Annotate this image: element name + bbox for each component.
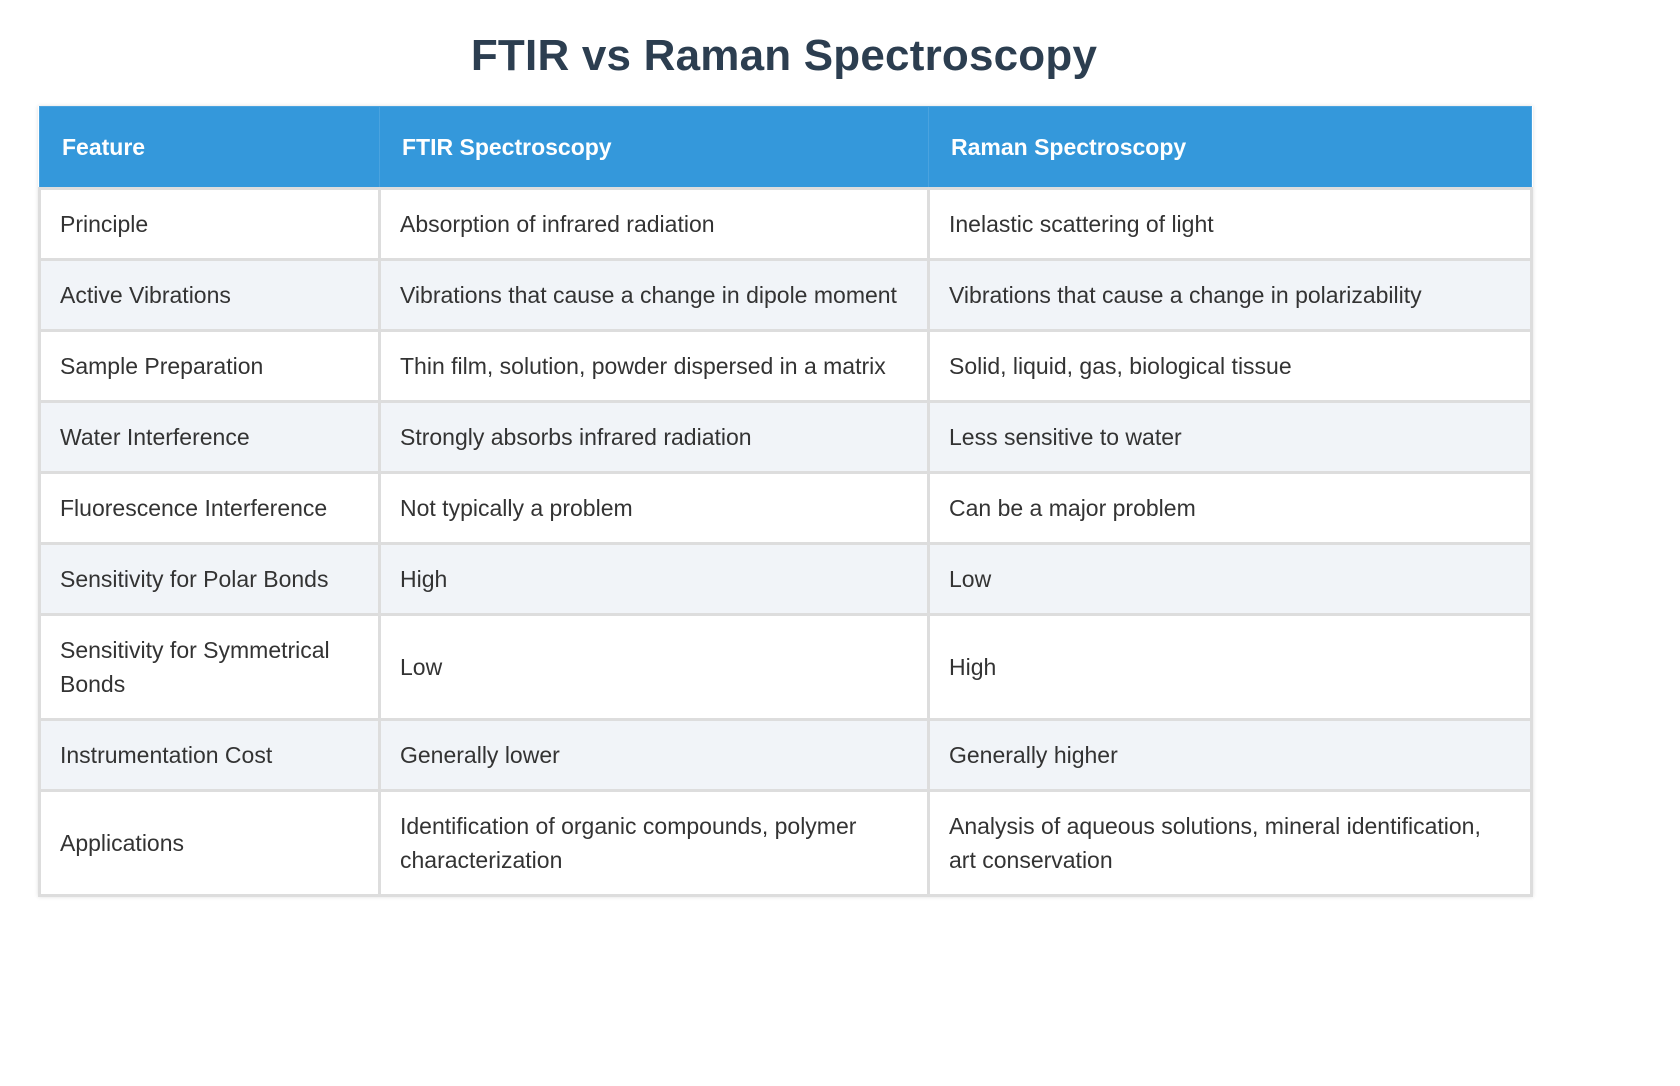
feature-cell: Sensitivity for Symmetrical Bonds (38, 613, 381, 721)
raman-cell: Analysis of aqueous solutions, mineral i… (927, 789, 1533, 897)
table-row: Water Interference Strongly absorbs infr… (38, 400, 1533, 474)
table-body: Principle Absorption of infrared radiati… (38, 187, 1533, 897)
table-row: Principle Absorption of infrared radiati… (38, 187, 1533, 261)
ftir-cell: Thin film, solution, powder dispersed in… (378, 329, 930, 403)
feature-cell: Sample Preparation (38, 329, 381, 403)
column-header-raman: Raman Spectroscopy (928, 106, 1532, 190)
page: FTIR vs Raman Spectroscopy Feature FTIR … (38, 31, 1533, 897)
ftir-cell: Identification of organic compounds, pol… (378, 789, 930, 897)
feature-cell: Principle (38, 187, 381, 261)
table-row: Sensitivity for Symmetrical Bonds Low Hi… (38, 613, 1533, 721)
ftir-cell: Vibrations that cause a change in dipole… (378, 258, 930, 332)
ftir-cell: High (378, 542, 930, 616)
ftir-cell: Not typically a problem (378, 471, 930, 545)
table-row: Sample Preparation Thin film, solution, … (38, 329, 1533, 403)
raman-cell: High (927, 613, 1533, 721)
feature-cell: Active Vibrations (38, 258, 381, 332)
feature-cell: Water Interference (38, 400, 381, 474)
raman-cell: Solid, liquid, gas, biological tissue (927, 329, 1533, 403)
table-row: Active Vibrations Vibrations that cause … (38, 258, 1533, 332)
table-header: Feature FTIR Spectroscopy Raman Spectros… (39, 106, 1532, 190)
comparison-table: Feature FTIR Spectroscopy Raman Spectros… (38, 106, 1533, 897)
raman-cell: Less sensitive to water (927, 400, 1533, 474)
ftir-cell: Low (378, 613, 930, 721)
page-title: FTIR vs Raman Spectroscopy (470, 31, 1098, 80)
table-row: Fluorescence Interference Not typically … (38, 471, 1533, 545)
feature-cell: Fluorescence Interference (38, 471, 381, 545)
raman-cell: Vibrations that cause a change in polari… (927, 258, 1533, 332)
raman-cell: Can be a major problem (927, 471, 1533, 545)
ftir-cell: Absorption of infrared radiation (378, 187, 930, 261)
raman-cell: Low (927, 542, 1533, 616)
column-header-ftir: FTIR Spectroscopy (379, 106, 929, 190)
raman-cell: Inelastic scattering of light (927, 187, 1533, 261)
ftir-cell: Generally lower (378, 718, 930, 792)
feature-cell: Applications (38, 789, 381, 897)
table-row: Instrumentation Cost Generally lower Gen… (38, 718, 1533, 792)
feature-cell: Instrumentation Cost (38, 718, 381, 792)
table-row: Sensitivity for Polar Bonds High Low (38, 542, 1533, 616)
raman-cell: Generally higher (927, 718, 1533, 792)
column-header-feature: Feature (39, 106, 380, 190)
ftir-cell: Strongly absorbs infrared radiation (378, 400, 930, 474)
table-row: Applications Identification of organic c… (38, 789, 1533, 897)
header-row: Feature FTIR Spectroscopy Raman Spectros… (39, 106, 1532, 190)
feature-cell: Sensitivity for Polar Bonds (38, 542, 381, 616)
